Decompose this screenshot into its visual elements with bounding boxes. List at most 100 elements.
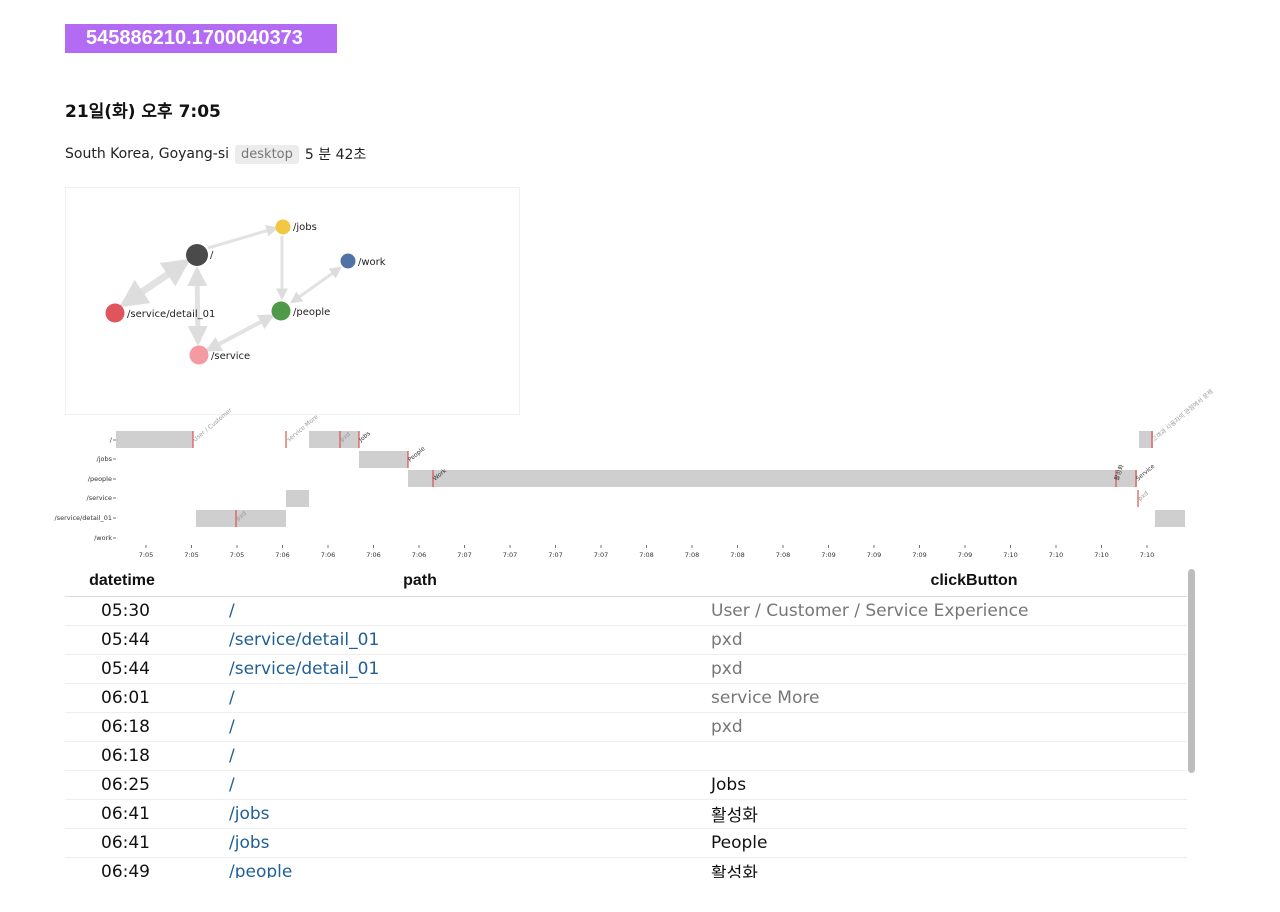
cell-path[interactable]: / [229,683,711,713]
cell-time: 06:41 [65,828,229,858]
session-location: South Korea, Goyang-si [65,146,230,162]
cell-time: 06:41 [65,799,229,829]
column-header-datetime[interactable]: datetime [65,566,229,597]
click-label: User / Customer [192,407,234,444]
cell-button: People [711,828,1187,858]
x-axis-tick-label: 7:09 [867,551,882,559]
session-timeline: / /jobs /people /service /service/detail… [0,385,1280,565]
cell-time: 06:01 [65,683,229,713]
node-dot [105,303,125,323]
timeline-click-markers [192,431,1153,527]
cell-button: pxd [711,625,1187,655]
click-label: pxd [1137,490,1150,503]
column-header-path[interactable]: path [229,566,711,597]
x-axis-tick-label: 7:07 [457,551,472,559]
node-dot [189,345,209,365]
timeline-row-label: /service/detail_01 [55,514,112,522]
node-label: /service/detail_01 [127,309,215,320]
page-flow-graph-svg: / /jobs /work /people /service/detail_01… [105,219,386,365]
timeline-click-labels: User / Customer service More pxd Jobs Pe… [192,388,1215,523]
graph-node-work[interactable]: /work [340,253,386,269]
table-row[interactable]: 06:18 / [65,741,1187,771]
page-flow-graph: / /jobs /work /people /service/detail_01… [65,187,520,415]
graph-node-jobs[interactable]: /jobs [275,219,317,235]
cell-path[interactable]: /service/detail_01 [229,654,711,684]
graph-node-people[interactable]: /people [271,301,331,321]
table-row[interactable]: 06:25 / Jobs [65,770,1187,800]
event-table-container[interactable]: datetime path clickButton 05:30 / User /… [65,566,1187,878]
timeline-bar[interactable] [286,490,309,507]
table-row[interactable]: 06:41 /jobs 활성화 [65,799,1187,829]
session-date-title: 21일(화) 오후 7:05 [65,102,221,122]
node-label: /work [358,257,386,268]
x-axis-tick-label: 7:09 [821,551,836,559]
timeline-bar[interactable] [1139,431,1153,448]
timeline-row-label: /work [94,534,112,542]
table-scrollbar[interactable] [1188,569,1195,773]
timeline-bar[interactable] [116,431,193,448]
cell-path[interactable]: / [229,741,711,771]
cell-button: pxd [711,712,1187,742]
timeline-row-label: /jobs [97,455,113,463]
x-axis-tick-label: 7:09 [958,551,973,559]
x-axis-tick-label: 7:06 [366,551,381,559]
x-axis-tick-label: 7:08 [730,551,745,559]
cell-time: 06:18 [65,741,229,771]
timeline-bar[interactable] [309,431,359,448]
cell-button: User / Customer / Service Experience [711,596,1187,626]
table-row[interactable]: 06:49 /people 활성화 [65,857,1187,878]
graph-node-detail[interactable]: /service/detail_01 [105,303,216,323]
session-meta: South Korea, Goyang-si desktop 5 분 42초 [65,143,366,165]
cell-path[interactable]: /people [229,857,711,878]
cell-path[interactable]: /service/detail_01 [229,625,711,655]
timeline-bar[interactable] [359,451,408,468]
graph-node-root[interactable]: / [186,244,214,266]
table-row[interactable]: 05:44 /service/detail_01 pxd [65,625,1187,655]
timeline-x-axis: 7:05 7:05 7:05 7:06 7:06 7:06 7:06 7:07 7:07 7:07… [139,545,1155,559]
cell-time: 06:18 [65,712,229,742]
graph-node-service[interactable]: /service [189,345,251,365]
edge-service-people [205,314,275,352]
table-header-row: datetime path clickButton [65,566,1187,597]
node-label: /service [211,351,250,362]
device-badge: desktop [235,144,299,164]
cell-button: 활성화 [711,857,1187,878]
edge-root-service [187,266,208,346]
column-header-clickbutton[interactable]: clickButton [711,566,1187,597]
x-axis-tick-label: 7:06 [321,551,336,559]
cell-path[interactable]: /jobs [229,799,711,829]
table-row[interactable]: 05:30 / User / Customer / Service Experi… [65,596,1187,626]
timeline-bar[interactable] [1155,510,1185,527]
cell-button: pxd [711,654,1187,684]
x-axis-tick-label: 7:07 [548,551,563,559]
graph-nodes: / /jobs /work /people /service/detail_01… [105,219,386,365]
cell-path[interactable]: /jobs [229,828,711,858]
session-timeline-svg: / /jobs /people /service /service/detail… [55,388,1215,559]
edge-people-work [290,266,342,304]
cell-path[interactable]: / [229,770,711,800]
cell-path[interactable]: / [229,596,711,626]
cell-button [711,741,1187,771]
table-row[interactable]: 05:44 /service/detail_01 pxd [65,654,1187,684]
table-body: 05:30 / User / Customer / Service Experi… [65,596,1187,878]
node-dot [186,244,208,266]
cell-path[interactable]: / [229,712,711,742]
timeline-row-label: /service [87,494,112,502]
x-axis-tick-label: 7:10 [1140,551,1155,559]
timeline-row-label: /people [88,475,112,483]
table-row[interactable]: 06:41 /jobs People [65,828,1187,858]
x-axis-tick-label: 7:05 [184,551,199,559]
x-axis-tick-label: 7:08 [776,551,791,559]
timeline-bar[interactable] [196,510,286,527]
edge-root-jobs [207,224,279,250]
timeline-bar[interactable] [408,470,1137,487]
x-axis-tick-label: 7:10 [1003,551,1018,559]
table-row[interactable]: 06:01 / service More [65,683,1187,713]
click-label: Service [1135,463,1157,483]
x-axis-tick-label: 7:07 [503,551,518,559]
node-dot [275,219,291,235]
graph-edges [119,224,342,352]
table-row[interactable]: 06:18 / pxd [65,712,1187,742]
cell-button: Jobs [711,770,1187,800]
node-label: /jobs [293,222,317,233]
